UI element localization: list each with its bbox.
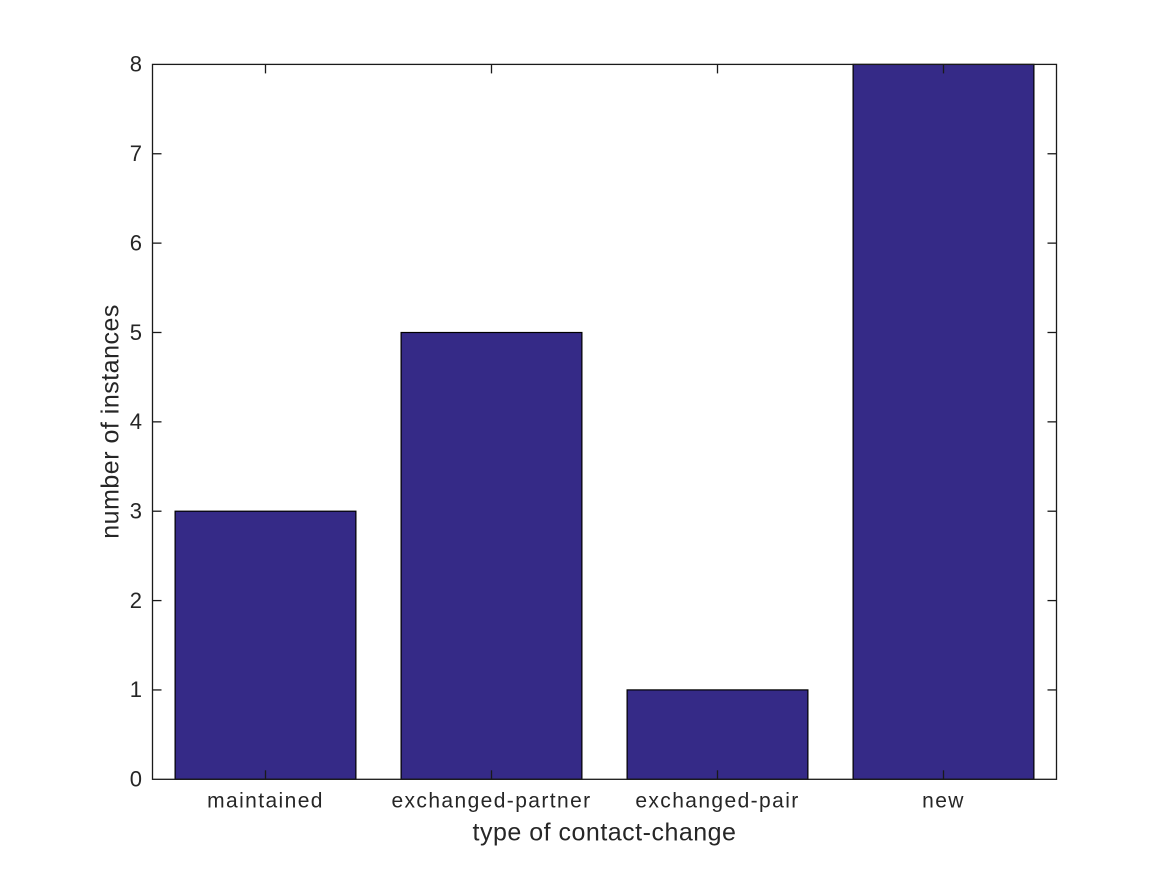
svg-text:exchanged-partner: exchanged-partner [391,790,591,813]
svg-text:1: 1 [130,677,142,702]
svg-text:4: 4 [130,409,142,434]
svg-text:8: 8 [130,52,142,77]
svg-text:type of contact-change: type of contact-change [473,818,737,846]
svg-text:number of instances: number of instances [97,304,125,539]
svg-text:0: 0 [130,767,142,792]
svg-text:2: 2 [130,588,142,613]
svg-text:6: 6 [130,230,142,255]
svg-text:new: new [922,790,965,813]
svg-text:3: 3 [130,499,142,524]
svg-text:exchanged-pair: exchanged-pair [635,790,799,813]
svg-text:5: 5 [130,320,142,345]
svg-text:maintained: maintained [207,790,324,813]
svg-text:7: 7 [130,141,142,166]
